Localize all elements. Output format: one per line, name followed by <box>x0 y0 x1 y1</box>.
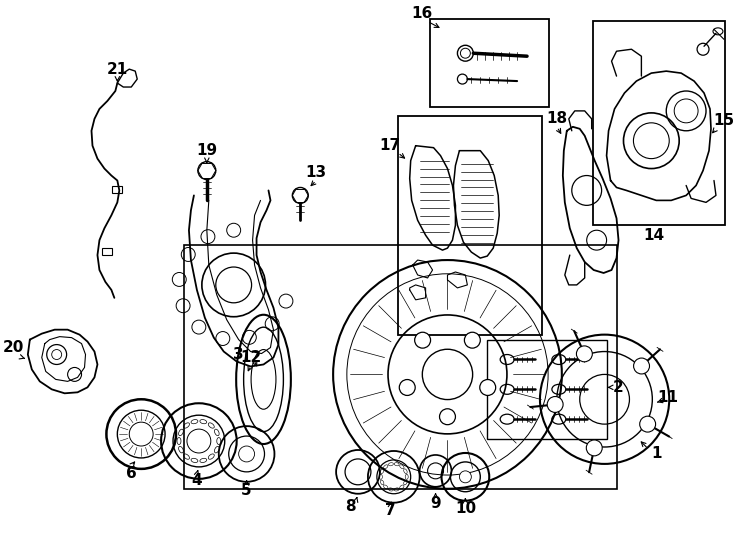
Circle shape <box>586 440 602 456</box>
Text: 16: 16 <box>411 6 432 21</box>
Circle shape <box>440 409 455 424</box>
Text: 12: 12 <box>240 350 261 365</box>
Text: 3: 3 <box>233 347 244 362</box>
Text: 7: 7 <box>385 503 396 518</box>
Bar <box>103 248 112 255</box>
Bar <box>592 22 725 225</box>
Circle shape <box>547 396 563 413</box>
Bar <box>184 245 617 489</box>
Text: 18: 18 <box>546 111 567 126</box>
Circle shape <box>640 416 655 432</box>
Text: 14: 14 <box>644 228 665 242</box>
Text: 20: 20 <box>3 340 25 355</box>
Text: 13: 13 <box>305 165 327 180</box>
Text: 1: 1 <box>651 447 661 462</box>
Circle shape <box>480 380 495 395</box>
Text: 2: 2 <box>613 380 624 395</box>
Text: 11: 11 <box>658 390 679 405</box>
Circle shape <box>399 380 415 395</box>
Bar <box>398 116 542 335</box>
Text: 17: 17 <box>379 138 400 153</box>
Text: 5: 5 <box>241 483 252 498</box>
Circle shape <box>422 349 473 400</box>
Text: 8: 8 <box>345 499 355 514</box>
Text: 15: 15 <box>713 113 734 129</box>
Bar <box>112 186 123 193</box>
Circle shape <box>415 332 431 348</box>
Circle shape <box>465 332 480 348</box>
Text: 4: 4 <box>192 474 202 488</box>
Text: 10: 10 <box>455 501 476 516</box>
Circle shape <box>576 346 592 362</box>
Text: 6: 6 <box>126 467 137 481</box>
Circle shape <box>633 358 650 374</box>
Bar <box>487 340 606 439</box>
Circle shape <box>459 471 471 483</box>
Text: 21: 21 <box>106 62 128 77</box>
Text: 19: 19 <box>196 143 217 158</box>
Text: 9: 9 <box>430 496 441 511</box>
Bar <box>429 19 549 107</box>
